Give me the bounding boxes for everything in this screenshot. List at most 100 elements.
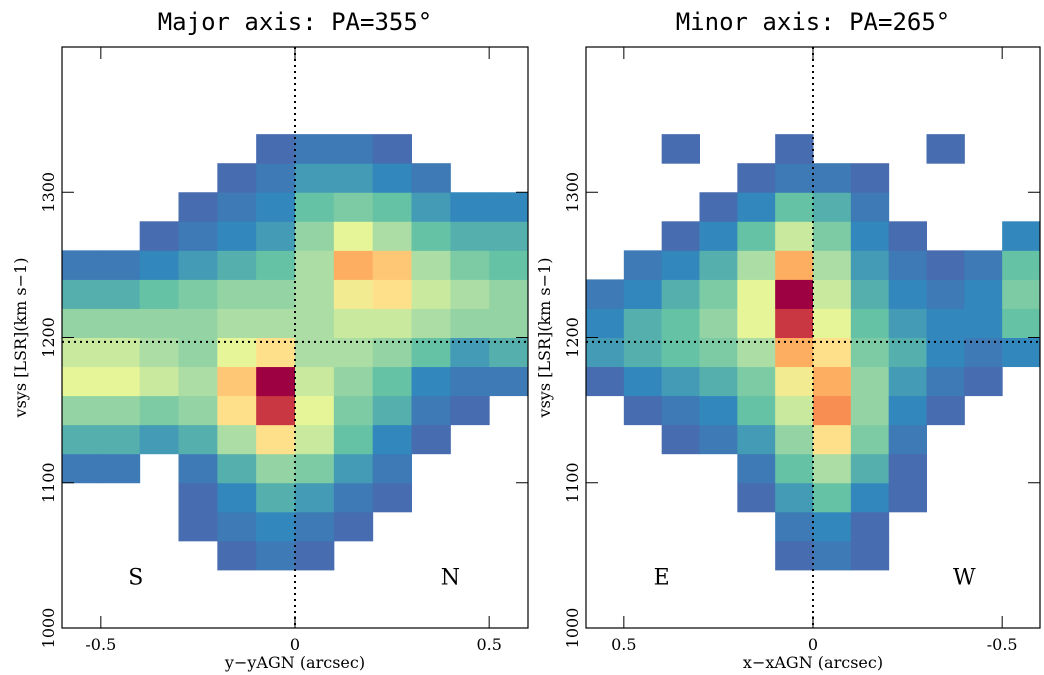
heat-cell — [775, 250, 814, 280]
heat-cell — [295, 453, 335, 484]
heat-cell — [100, 395, 141, 426]
heat-cell — [256, 134, 296, 164]
heat-cell — [489, 279, 529, 309]
heat-cell — [178, 424, 218, 455]
heat-cell — [333, 250, 374, 280]
heat-cell — [926, 250, 965, 280]
heat-cell — [450, 279, 490, 309]
heat-cell — [256, 163, 296, 193]
heat-cell — [888, 221, 927, 251]
heat-cell — [178, 337, 218, 368]
heat-cell — [623, 308, 663, 338]
heat-cell — [295, 540, 335, 571]
y-axis-label: vsys [LSR](km s−1) — [11, 258, 30, 419]
heat-cell — [372, 366, 412, 397]
heat-cell — [178, 511, 218, 542]
heat-cell — [661, 250, 700, 280]
heat-cell — [295, 163, 335, 193]
heat-cell — [295, 366, 335, 397]
heat-cell — [850, 221, 890, 251]
y-axis-label: vsys [LSR](km s−1) — [535, 258, 554, 419]
heat-cell — [964, 279, 1003, 309]
heat-cell — [964, 308, 1003, 338]
heat-cell — [411, 221, 451, 251]
heat-cell — [850, 540, 890, 571]
heat-cell — [775, 134, 814, 164]
heat-cell — [411, 308, 451, 338]
heat-cell — [217, 366, 257, 397]
heat-cell — [661, 366, 700, 397]
heat-cell — [100, 250, 141, 280]
x-tick-label: 0.5 — [611, 635, 636, 654]
heat-cell — [775, 308, 814, 338]
heat-cell — [926, 134, 965, 164]
heat-cell — [699, 192, 738, 222]
heat-cell — [926, 366, 965, 397]
heat-cell — [813, 511, 852, 542]
heat-cell — [737, 192, 776, 222]
x-tick-label: 0 — [808, 635, 818, 654]
heat-cell — [217, 192, 257, 222]
y-tick-label: 1300 — [39, 172, 58, 213]
y-tick-label: 1100 — [39, 462, 58, 503]
heat-cell — [333, 134, 374, 164]
heat-cell — [62, 279, 102, 309]
heat-cell — [372, 221, 412, 251]
heat-cell — [295, 424, 335, 455]
heat-cell — [372, 250, 412, 280]
heat-cell — [295, 221, 335, 251]
heat-cell — [623, 250, 663, 280]
heat-cell — [850, 453, 890, 484]
heat-cell — [450, 192, 490, 222]
annotation: N — [441, 565, 460, 590]
annotation: S — [128, 565, 143, 590]
heat-cell — [256, 540, 296, 571]
heat-cell — [372, 308, 412, 338]
heat-cell — [623, 279, 663, 309]
heat-cell — [333, 453, 374, 484]
heat-cell — [737, 279, 776, 309]
heat-cell — [888, 279, 927, 309]
heat-cell — [661, 221, 700, 251]
heat-cell — [813, 453, 852, 484]
heat-cell — [178, 221, 218, 251]
heat-cell — [295, 395, 335, 426]
heat-cell — [178, 395, 218, 426]
heat-cell — [295, 511, 335, 542]
heat-cell — [333, 192, 374, 222]
heat-cell — [411, 366, 451, 397]
annotation: E — [654, 565, 670, 590]
heat-cell — [813, 395, 852, 426]
heat-cell — [333, 366, 374, 397]
heat-cell — [737, 395, 776, 426]
heat-cell — [850, 279, 890, 309]
heat-cell — [333, 221, 374, 251]
heat-cell — [699, 250, 738, 280]
heat-cell — [489, 308, 529, 338]
heat-cell — [775, 366, 814, 397]
heat-cell — [333, 308, 374, 338]
heat-cell — [737, 250, 776, 280]
heat-cell — [737, 221, 776, 251]
heat-cell — [62, 366, 102, 397]
heat-cell — [775, 482, 814, 513]
heat-cell — [888, 395, 927, 426]
heat-cell — [62, 424, 102, 455]
heat-cell — [372, 453, 412, 484]
heat-cell — [623, 395, 663, 426]
heat-cell — [217, 482, 257, 513]
heat-cell — [295, 192, 335, 222]
heat-cell — [586, 366, 625, 397]
heat-cell — [737, 308, 776, 338]
heat-cell — [850, 250, 890, 280]
heat-cell — [775, 221, 814, 251]
heat-cell — [256, 511, 296, 542]
heat-cell — [850, 366, 890, 397]
heatmap — [586, 134, 1041, 571]
heat-cell — [737, 424, 776, 455]
x-tick-label: -0.5 — [987, 635, 1018, 654]
heat-cell — [62, 453, 102, 484]
heat-cell — [775, 511, 814, 542]
heat-cell — [178, 279, 218, 309]
